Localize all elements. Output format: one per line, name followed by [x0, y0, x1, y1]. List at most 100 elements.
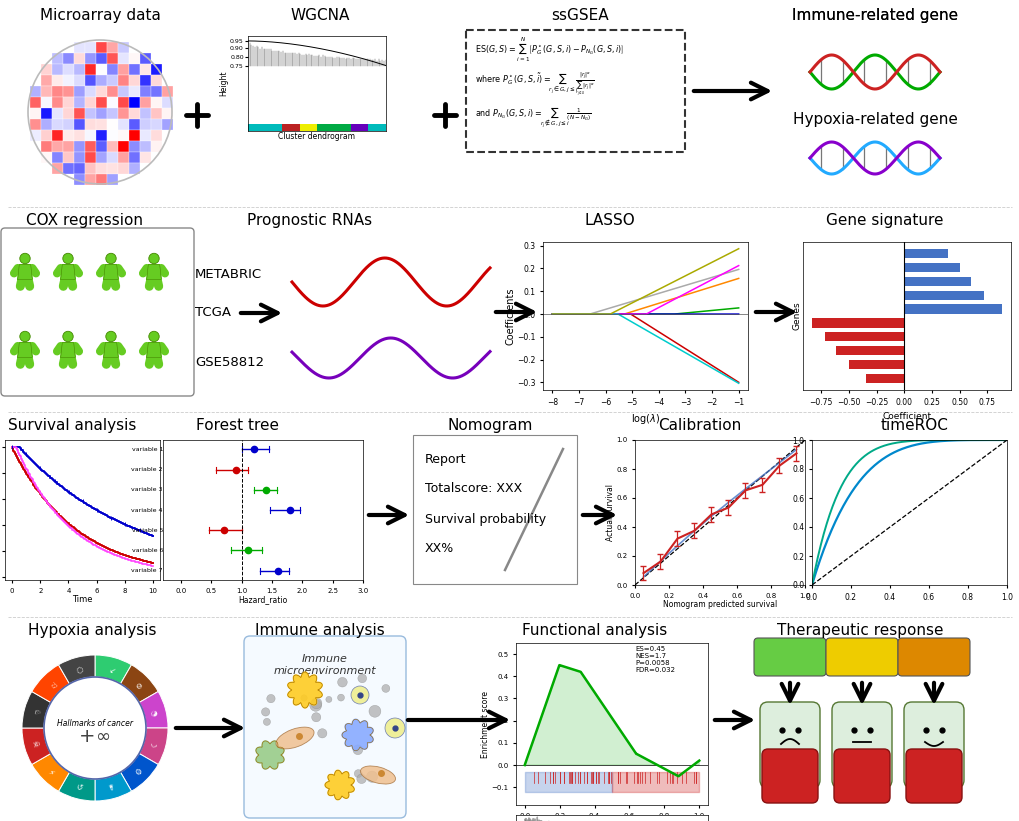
Polygon shape [287, 672, 322, 708]
Circle shape [310, 699, 321, 711]
Circle shape [63, 254, 73, 264]
Bar [107, 152, 117, 163]
Bar [107, 97, 117, 108]
Bar [63, 75, 73, 85]
Bar [300, 125, 317, 131]
Wedge shape [95, 655, 131, 684]
Circle shape [384, 718, 405, 738]
Bar [128, 152, 140, 163]
Bar [151, 108, 162, 119]
Text: ES=0.45
NES=1.7
P=0.0058
FDR=0.032: ES=0.45 NES=1.7 P=0.0058 FDR=0.032 [635, 646, 675, 673]
Bar [118, 141, 128, 152]
Bar [107, 163, 117, 174]
Bar [96, 152, 107, 163]
Bar [63, 141, 73, 152]
Circle shape [358, 674, 366, 683]
Bar [128, 53, 140, 64]
Text: Microarray data: Microarray data [40, 8, 160, 23]
Circle shape [351, 686, 369, 704]
Bar [85, 75, 96, 85]
Ellipse shape [360, 766, 395, 784]
Bar [128, 97, 140, 108]
Bar [904, 249, 948, 258]
Bar [128, 64, 140, 75]
Bar [351, 125, 368, 131]
Circle shape [325, 696, 331, 703]
Bar [30, 130, 41, 140]
Bar [41, 130, 52, 140]
Bar [118, 119, 128, 130]
FancyBboxPatch shape [832, 702, 892, 788]
Text: ⊘: ⊘ [133, 679, 144, 690]
Text: variable 3: variable 3 [131, 488, 163, 493]
Bar [162, 97, 172, 108]
Bar [140, 64, 151, 75]
Bar [128, 141, 140, 152]
Text: variable 1: variable 1 [131, 447, 163, 452]
Bar [41, 97, 52, 108]
Bar [151, 141, 162, 152]
Text: $\mathrm{ES}(G,S)=\sum_{i=1}^{N}\left[P^\circ_G(G,S,i)-P_{N_G}(G,S,i)\right]$: $\mathrm{ES}(G,S)=\sum_{i=1}^{N}\left[P^… [475, 35, 624, 64]
Circle shape [44, 677, 146, 779]
Bar [118, 86, 128, 97]
Bar [52, 53, 62, 64]
Polygon shape [256, 741, 284, 769]
Bar [128, 108, 140, 119]
Polygon shape [61, 264, 75, 279]
Text: Therapeutic response: Therapeutic response [776, 623, 943, 638]
Bar [96, 130, 107, 140]
X-axis label: Coefficient: Coefficient [881, 412, 930, 421]
Bar [85, 53, 96, 64]
Bar [96, 42, 107, 53]
Circle shape [317, 729, 326, 738]
Bar [30, 119, 41, 130]
Text: variable 2: variable 2 [131, 467, 163, 472]
Circle shape [106, 332, 116, 342]
Text: ↺: ↺ [74, 782, 84, 793]
Text: Immune analysis: Immune analysis [255, 623, 384, 638]
Polygon shape [17, 264, 33, 279]
Bar [85, 108, 96, 119]
Polygon shape [17, 342, 33, 357]
Bar [63, 163, 73, 174]
Bar [118, 163, 128, 174]
Wedge shape [58, 773, 95, 801]
Text: Immune-related gene: Immune-related gene [791, 8, 957, 23]
Text: LASSO: LASSO [584, 213, 635, 228]
Bar [63, 130, 73, 140]
Bar [63, 53, 73, 64]
X-axis label: Time: Time [72, 595, 93, 604]
Text: ∞: ∞ [96, 728, 110, 746]
Circle shape [354, 769, 362, 777]
Bar [85, 163, 96, 174]
Text: ☠: ☠ [30, 740, 41, 749]
Bar [107, 130, 117, 140]
Bar [41, 86, 52, 97]
Bar [74, 108, 85, 119]
Bar [52, 64, 62, 75]
Bar [128, 86, 140, 97]
FancyBboxPatch shape [759, 702, 819, 788]
Circle shape [19, 332, 31, 342]
Bar [96, 163, 107, 174]
Text: Hypoxia-related gene: Hypoxia-related gene [792, 112, 957, 127]
Bar [904, 305, 1001, 314]
Bar [904, 263, 959, 272]
Bar [118, 75, 128, 85]
Circle shape [381, 685, 389, 692]
Bar [248, 125, 265, 131]
Text: Survival probability: Survival probability [425, 512, 545, 525]
Bar [74, 174, 85, 185]
Text: Forest tree: Forest tree [197, 418, 279, 433]
Bar [128, 163, 140, 174]
Y-axis label: Genes: Genes [792, 301, 801, 330]
Bar [162, 86, 172, 97]
Text: Survival analysis: Survival analysis [8, 418, 137, 433]
X-axis label: Cluster dendrogram: Cluster dendrogram [278, 132, 355, 141]
Bar [74, 130, 85, 140]
Text: ssGSEA: ssGSEA [550, 8, 608, 23]
Text: ⚙: ⚙ [133, 766, 145, 777]
Bar [85, 86, 96, 97]
Bar [835, 346, 904, 355]
Bar [118, 152, 128, 163]
